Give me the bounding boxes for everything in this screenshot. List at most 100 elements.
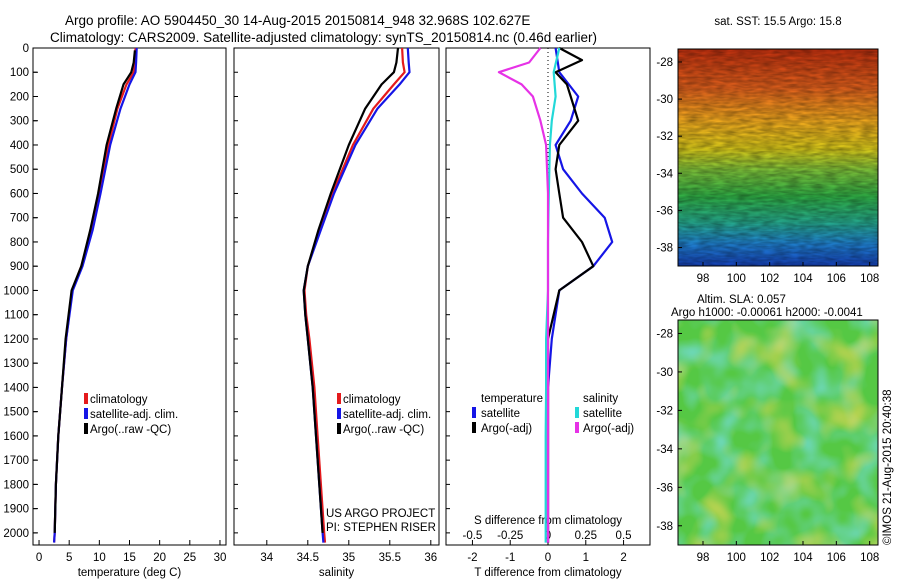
x-tick-label: 34 — [260, 552, 273, 564]
legend-argo-swatch — [337, 423, 341, 434]
map-y-tick-label: -34 — [656, 444, 673, 456]
map-y-tick-label: -30 — [656, 367, 673, 379]
x-tick-label: 0 — [545, 552, 551, 564]
series-line — [53, 47, 138, 543]
series-line — [53, 47, 137, 543]
sla-map — [678, 320, 878, 545]
x-tick-label: 20 — [153, 552, 166, 564]
x-tick-label: 1 — [583, 552, 589, 564]
sla-map-title-1: Altim. SLA: 0.057 — [697, 294, 786, 306]
depth-tick-label: 700 — [10, 213, 29, 225]
legend-climatology-swatch — [337, 393, 341, 404]
x-tick-label: 36 — [424, 552, 437, 564]
sla-map-frame — [677, 319, 879, 546]
map-x-tick-label: 98 — [697, 552, 710, 564]
sla-map-title-2: Argo h1000: -0.00061 h2000: -0.0041 — [671, 307, 863, 319]
depth-tick-label: 0 — [23, 43, 29, 55]
depth-tick-label: 500 — [10, 164, 29, 176]
legend-climatology-swatch — [84, 393, 88, 404]
legend-sal-sat-label: satellite — [583, 408, 622, 420]
depth-tick-label: 800 — [10, 237, 29, 249]
x-axis-label: T difference from climatology — [474, 567, 621, 579]
x-tick-label: 30 — [214, 552, 227, 564]
map-y-tick-label: -28 — [656, 57, 673, 69]
s-diff-tick-label: 0.5 — [616, 530, 632, 542]
depth-tick-label: 1300 — [3, 358, 29, 370]
map-y-tick-label: -34 — [656, 168, 673, 180]
x-tick-label: 35.5 — [379, 552, 401, 564]
legend-difference-panel: temperature salinity satellite Argo(-adj… — [472, 393, 634, 435]
credit-line-2: PI: STEPHEN RISER — [326, 522, 436, 534]
map-x-tick-label: 104 — [793, 273, 813, 285]
depth-tick-label: 1700 — [3, 455, 29, 467]
depth-tick-label: 600 — [10, 188, 29, 200]
map-y-tick-label: -36 — [656, 205, 673, 217]
sst-map-title: sat. SST: 15.5 Argo: 15.8 — [714, 16, 841, 28]
legend-sal-argo-swatch — [575, 422, 579, 433]
legend-temperature-panel: climatology satellite-adj. clim. Argo(..… — [84, 393, 178, 436]
map-x-tick-label: 98 — [697, 273, 710, 285]
credit-line-1: US ARGO PROJECT — [326, 508, 435, 520]
depth-tick-label: 1100 — [4, 310, 29, 322]
legend-temp-argo-label: Argo(-adj) — [481, 423, 532, 435]
title-line-2: Climatology: CARS2009. Satellite-adjuste… — [50, 30, 598, 45]
legend-satellite-swatch — [337, 408, 341, 419]
map-y-tick-label: -32 — [656, 405, 673, 417]
map-x-tick-label: 102 — [760, 552, 779, 564]
legend-satellite-label: satellite-adj. clim. — [90, 409, 178, 421]
legend-satellite-label: satellite-adj. clim. — [343, 409, 431, 421]
legend-temp-sat-label: satellite — [481, 408, 520, 420]
map-y-tick-label: -28 — [656, 328, 673, 340]
x-axis-label: temperature (deg C) — [78, 567, 182, 579]
s-diff-tick-label: -0.25 — [497, 530, 523, 542]
x-tick-label: 2 — [620, 552, 626, 564]
legend-climatology-label: climatology — [343, 394, 401, 406]
depth-tick-label: 2000 — [3, 528, 29, 540]
map-x-tick-label: 106 — [827, 273, 846, 285]
x-tick-label: 34.5 — [297, 552, 319, 564]
legend-salinity-header: salinity — [583, 393, 618, 405]
x-tick-label: 5 — [66, 552, 72, 564]
depth-tick-label: 900 — [10, 261, 29, 273]
x-tick-label: 0 — [36, 552, 42, 564]
legend-sal-sat-swatch — [575, 407, 579, 418]
temperature-panel — [32, 47, 227, 546]
salinity-panel — [233, 47, 440, 546]
map-x-tick-label: 100 — [727, 552, 746, 564]
depth-tick-label: 1900 — [3, 504, 29, 516]
depth-tick-label: 100 — [10, 67, 29, 79]
depth-tick-label: 1800 — [3, 479, 29, 491]
legend-climatology-label: climatology — [90, 394, 148, 406]
x-tick-label: -1 — [505, 552, 515, 564]
x-tick-label: 10 — [93, 552, 106, 564]
depth-tick-label: 1600 — [3, 431, 29, 443]
sst-map — [678, 49, 878, 266]
map-x-tick-label: 102 — [760, 273, 779, 285]
depth-tick-label: 300 — [10, 116, 29, 128]
x-axis-label: salinity — [319, 567, 354, 579]
map-x-tick-label: 108 — [860, 552, 879, 564]
map-x-tick-label: 100 — [727, 273, 746, 285]
x-tick-label: 25 — [183, 552, 196, 564]
legend-argo-label: Argo(..raw -QC) — [343, 424, 424, 436]
legend-satellite-swatch — [84, 408, 88, 419]
depth-tick-label: 400 — [10, 140, 29, 152]
side-stamp: ©IMOS 21-Aug-2015 20:40:38 — [882, 389, 894, 545]
x-tick-label: 15 — [123, 552, 136, 564]
series-line — [302, 47, 400, 533]
map-y-tick-label: -36 — [656, 482, 673, 494]
s-diff-tick-label: -0.5 — [463, 530, 483, 542]
map-x-tick-label: 106 — [827, 552, 846, 564]
map-x-tick-label: 104 — [793, 552, 813, 564]
map-x-tick-label: 108 — [860, 273, 879, 285]
depth-tick-label: 1000 — [3, 285, 29, 297]
depth-tick-label: 1400 — [3, 382, 29, 394]
depth-tick-label: 1500 — [3, 407, 29, 419]
legend-temp-argo-swatch — [472, 422, 476, 433]
map-y-tick-label: -30 — [656, 94, 673, 106]
x-tick-label: 35 — [342, 552, 355, 564]
x-tick-label: -2 — [467, 552, 477, 564]
legend-argo-label: Argo(..raw -QC) — [90, 424, 171, 436]
